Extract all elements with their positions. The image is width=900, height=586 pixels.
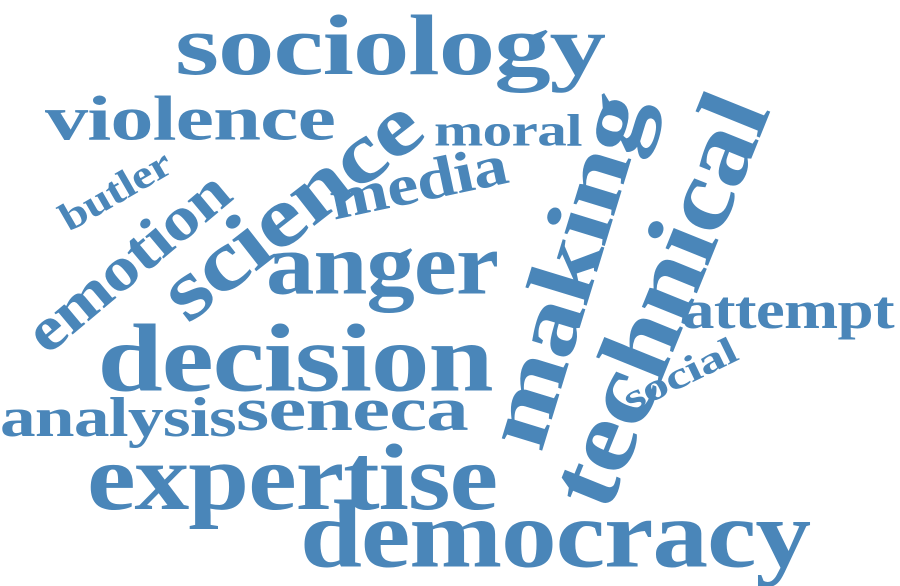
word-anger: anger <box>266 217 498 314</box>
word-analysis: analysis <box>0 387 236 449</box>
word-moral: moral <box>434 105 582 156</box>
word-sociology: sociology <box>175 0 606 93</box>
word-decision: decision <box>98 305 493 412</box>
word-democracy: democracy <box>300 481 811 586</box>
word-attempt: attempt <box>682 280 895 340</box>
word-seneca: seneca <box>236 376 469 444</box>
word-violence: violence <box>45 83 335 154</box>
word-expertise: expertise <box>87 426 497 530</box>
